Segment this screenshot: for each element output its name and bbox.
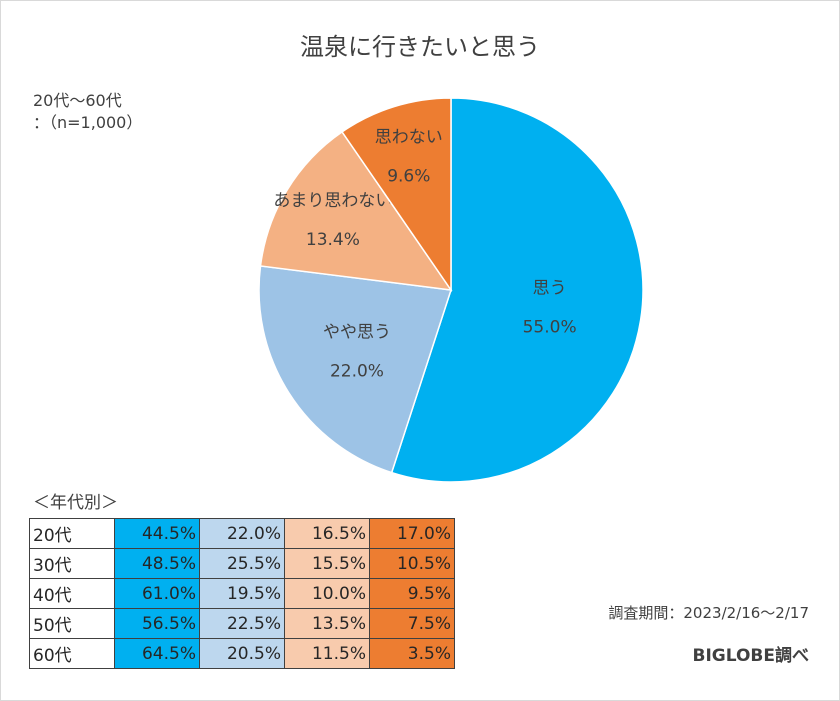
table-cell: 19.5% xyxy=(199,578,285,609)
table-cell: 61.0% xyxy=(114,578,200,609)
slice-category-label: 思う xyxy=(533,279,567,299)
table-cell: 10.0% xyxy=(284,578,370,609)
age-label: 40代 xyxy=(29,578,115,609)
slice-category-label: あまり思わない xyxy=(273,191,392,211)
pie-slice xyxy=(259,130,453,291)
table-row: 30代 48.5% 25.5% 15.5% 10.5% xyxy=(29,548,455,579)
table-cell: 3.5% xyxy=(369,638,455,669)
table-cell: 13.5% xyxy=(284,608,370,639)
table-cell: 64.5% xyxy=(114,638,200,669)
slice-value-label: 13.4% xyxy=(306,230,360,250)
slice-value-label: 9.6% xyxy=(387,166,430,186)
table-cell: 15.5% xyxy=(284,548,370,579)
table-row: 50代 56.5% 22.5% 13.5% 7.5% xyxy=(29,608,455,639)
table-cell: 56.5% xyxy=(114,608,200,639)
slice-value-label: 55.0% xyxy=(523,318,577,338)
table-cell: 10.5% xyxy=(369,548,455,579)
table-cell: 22.5% xyxy=(199,608,285,639)
sample-size: ：（n=1,000） xyxy=(33,113,143,132)
table-cell: 16.5% xyxy=(284,518,370,549)
table-row: 40代 61.0% 19.5% 10.0% 9.5% xyxy=(29,578,455,609)
age-label: 50代 xyxy=(29,608,115,639)
by-age-table: 20代 44.5% 22.0% 16.5% 17.0% 30代 48.5% 25.5% 15.5… xyxy=(29,518,455,669)
pie-slice xyxy=(258,265,452,474)
table-cell: 44.5% xyxy=(114,518,200,549)
table-cell: 7.5% xyxy=(369,608,455,639)
table-cell: 11.5% xyxy=(284,638,370,669)
sample-description: 20代～60代 xyxy=(33,91,122,110)
survey-period: 調査期間：2023/2/16～2/17 xyxy=(608,604,809,622)
pie-slice xyxy=(341,97,452,293)
table-cell: 9.5% xyxy=(369,578,455,609)
pie-chart: 思う 55.0% やや思う 22.0% あまり思わない 13.4% 思わない 9.6% xyxy=(258,97,644,483)
pie-slice xyxy=(390,97,644,483)
chart-title: 温泉に行きたいと思う xyxy=(300,33,540,61)
age-label: 30代 xyxy=(29,548,115,579)
table-cell: 25.5% xyxy=(199,548,285,579)
slice-category-label: やや思う xyxy=(323,323,391,343)
age-label: 20代 xyxy=(29,518,115,549)
table-row: 60代 64.5% 20.5% 11.5% 3.5% xyxy=(29,638,455,669)
table-cell: 48.5% xyxy=(114,548,200,579)
slice-value-label: 22.0% xyxy=(330,362,384,382)
slice-category-label: 思わない xyxy=(375,127,443,147)
table-cell: 20.5% xyxy=(199,638,285,669)
table-cell: 22.0% xyxy=(199,518,285,549)
table-row: 20代 44.5% 22.0% 16.5% 17.0% xyxy=(29,518,455,549)
table-cell: 17.0% xyxy=(369,518,455,549)
by-age-heading: ＜年代別＞ xyxy=(33,493,118,513)
age-label: 60代 xyxy=(29,638,115,669)
source-credit: BIGLOBE調べ xyxy=(692,646,810,666)
